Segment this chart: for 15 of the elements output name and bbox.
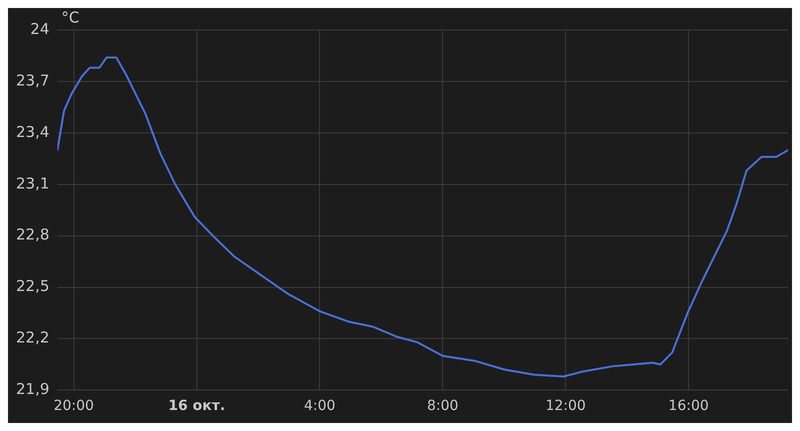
y-axis-title: °C bbox=[61, 8, 80, 26]
y-tick-label: 23,4 bbox=[16, 122, 50, 141]
x-tick-label: 8:00 bbox=[426, 398, 458, 414]
x-tick-label: 4:00 bbox=[304, 398, 336, 414]
x-tick-label: 12:00 bbox=[545, 398, 586, 414]
y-tick-label: 22,5 bbox=[16, 277, 50, 296]
x-tick-label: 16 окт. bbox=[168, 398, 226, 414]
x-tick-label: 16:00 bbox=[668, 398, 709, 414]
y-tick-label: 23,1 bbox=[16, 174, 50, 192]
y-tick-label: 23,7 bbox=[16, 71, 50, 90]
y-tick-label: 21,9 bbox=[16, 380, 50, 398]
x-tick-label: 20:00 bbox=[54, 398, 94, 414]
y-tick-label: 22,8 bbox=[16, 226, 50, 244]
y-tick-label: 24 bbox=[30, 20, 50, 38]
y-tick-label: 22,2 bbox=[16, 328, 50, 347]
